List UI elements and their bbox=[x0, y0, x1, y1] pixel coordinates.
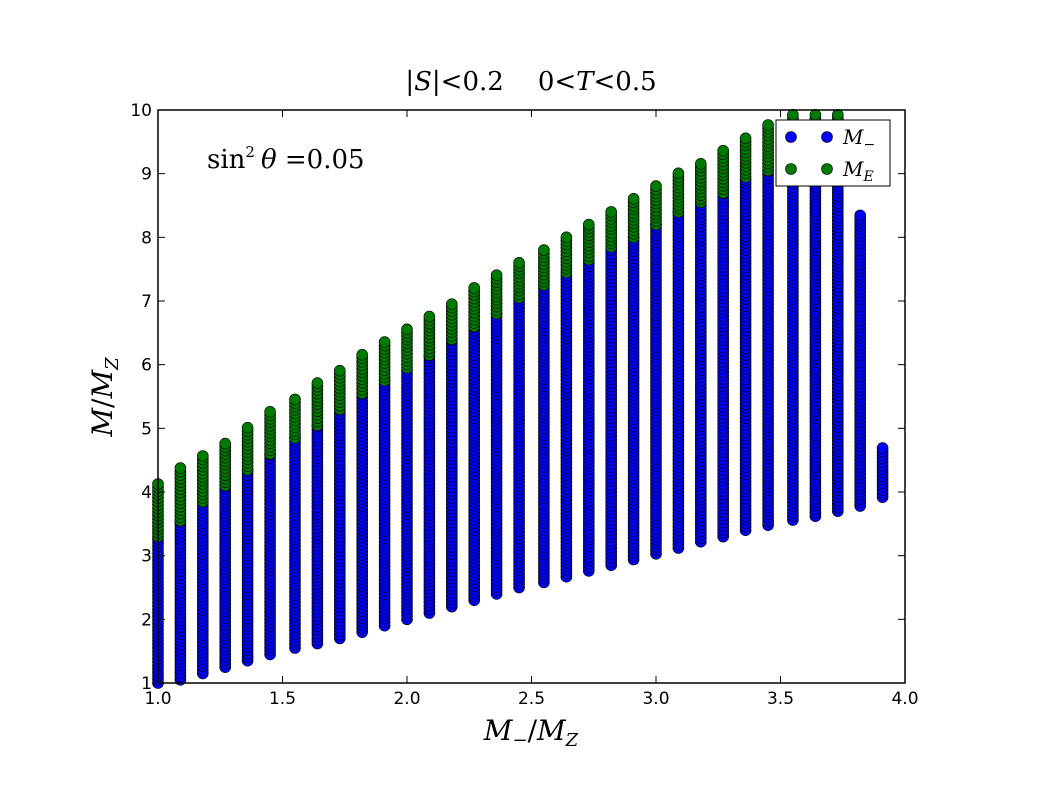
y-tick-label: 9 bbox=[141, 165, 152, 185]
data-point bbox=[241, 421, 254, 434]
ticks-layer: 1.0 1.5 2.0 2.5 3.0 3.5 4.0 1 2 3 4 5 6 7 8 9 10 bbox=[130, 101, 918, 709]
data-point bbox=[717, 144, 730, 157]
data-point bbox=[739, 132, 752, 145]
data-point bbox=[538, 244, 550, 256]
data-point bbox=[311, 377, 324, 389]
data-point bbox=[333, 364, 346, 377]
data-point bbox=[876, 442, 889, 454]
y-tick-label: 5 bbox=[141, 419, 152, 439]
y-tick-label: 10 bbox=[130, 101, 152, 121]
chart-title: |S|<0.2 0<T<0.5 bbox=[405, 67, 656, 97]
legend-box bbox=[775, 119, 891, 187]
legend: M− ME bbox=[775, 119, 891, 187]
y-axis-label: M/MZ bbox=[86, 357, 123, 438]
x-tick-label: 1.5 bbox=[269, 689, 296, 709]
y-tick-label: 6 bbox=[141, 356, 152, 376]
y-tick-label: 8 bbox=[141, 228, 152, 248]
data-point bbox=[582, 218, 595, 231]
x-tick-label: 3.5 bbox=[767, 689, 794, 709]
x-tick-label: 1.0 bbox=[144, 689, 171, 709]
data-point bbox=[356, 348, 369, 361]
data-point bbox=[289, 393, 301, 406]
series-m-minus bbox=[152, 162, 889, 689]
y-tick-label: 2 bbox=[141, 610, 152, 630]
x-tick-label: 4.0 bbox=[891, 689, 918, 709]
data-point bbox=[174, 462, 187, 474]
data-point bbox=[490, 269, 503, 282]
legend-marker-m-e bbox=[821, 163, 833, 175]
data-point bbox=[264, 405, 276, 418]
points-layer bbox=[152, 109, 889, 689]
legend-marker-m-e bbox=[785, 163, 797, 175]
plot-area bbox=[158, 110, 905, 683]
annotation-sin-theta: sin2 θ =0.05 bbox=[207, 143, 365, 175]
data-point bbox=[854, 209, 867, 222]
legend-marker-m-minus bbox=[821, 131, 833, 143]
data-point bbox=[605, 206, 618, 218]
data-point bbox=[423, 310, 436, 323]
y-tick-label: 1 bbox=[141, 674, 152, 694]
data-point bbox=[401, 323, 413, 336]
data-point bbox=[672, 167, 685, 180]
data-point bbox=[197, 450, 209, 462]
y-tick-label: 7 bbox=[141, 292, 152, 312]
data-point bbox=[831, 109, 844, 121]
data-point bbox=[762, 119, 774, 131]
x-tick-label: 2.5 bbox=[518, 689, 545, 709]
data-point bbox=[468, 282, 481, 294]
data-point bbox=[627, 193, 640, 205]
legend-marker-m-minus bbox=[785, 131, 797, 143]
data-point bbox=[650, 180, 662, 192]
x-tick-label: 2.0 bbox=[393, 689, 420, 709]
data-point bbox=[560, 231, 573, 244]
data-point bbox=[378, 336, 391, 348]
data-point bbox=[809, 109, 822, 121]
legend-label-m-e: ME bbox=[842, 157, 874, 185]
data-point bbox=[694, 158, 707, 170]
x-tick-label: 3.0 bbox=[642, 689, 669, 709]
data-point bbox=[513, 256, 525, 269]
data-point bbox=[219, 437, 231, 450]
data-point bbox=[445, 298, 458, 311]
y-tick-label: 3 bbox=[141, 547, 152, 567]
data-point bbox=[787, 109, 799, 121]
x-axis-label: M−/MZ bbox=[483, 714, 579, 751]
y-tick-label: 4 bbox=[141, 483, 152, 503]
legend-label-m-minus: M− bbox=[842, 125, 875, 153]
